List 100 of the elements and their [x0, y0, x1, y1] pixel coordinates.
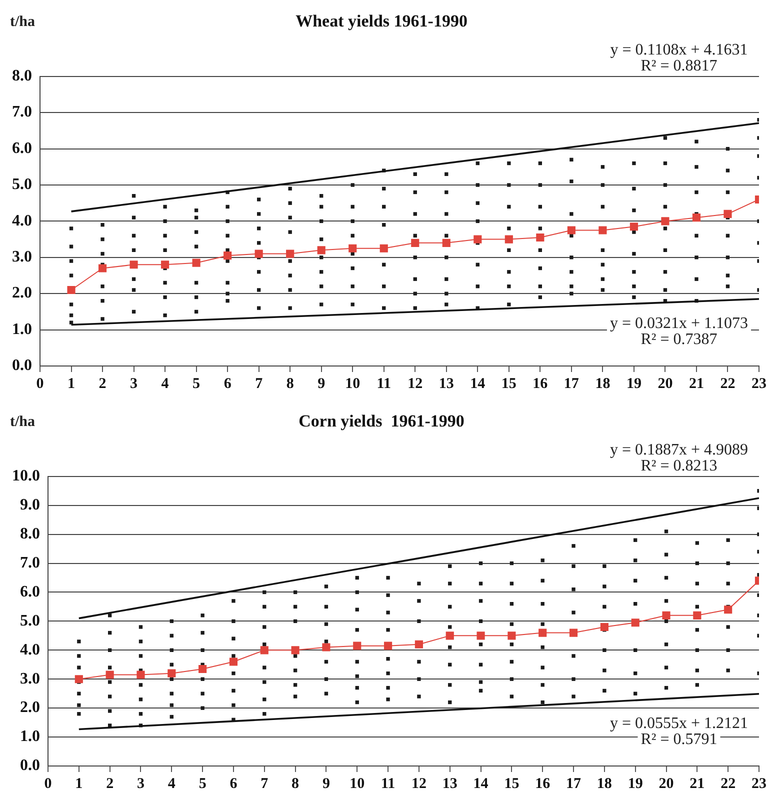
annotation: y = 0.0555x + 1.2121 [610, 715, 748, 732]
text: R² = 0.8213 [640, 458, 718, 475]
y-tick-label: 8.0 [20, 525, 40, 542]
x-tick-label: 3 [130, 376, 138, 392]
y-tick-label: 6.0 [20, 583, 40, 600]
x-tick-label: 18 [596, 776, 612, 792]
x-tick-label: 17 [566, 776, 582, 792]
point [504, 235, 513, 244]
x-tick-label: 0 [36, 376, 44, 392]
point [598, 226, 607, 234]
x-tick-label: 20 [658, 776, 674, 792]
point [569, 628, 578, 637]
y-tick-label: 6.0 [12, 140, 32, 157]
y-tick-label: 7.0 [20, 554, 40, 572]
x-tick-label: 22 [720, 776, 736, 792]
x-tick-label: 7 [260, 776, 269, 792]
chart-title: Wheat yields 1961-1990 [296, 12, 468, 31]
point [380, 244, 388, 252]
point [322, 643, 330, 652]
x-tick-label: 1 [75, 776, 83, 792]
x-tick-label: 12 [411, 776, 426, 792]
x-tick-label: 1 [68, 376, 76, 392]
point [198, 664, 207, 674]
y-tick-label: 3.0 [20, 670, 40, 688]
point [631, 618, 640, 627]
annotation: R² = 0.7387 [640, 331, 718, 348]
point [348, 244, 357, 252]
point [161, 260, 170, 269]
x-tick-label: 2 [106, 776, 114, 792]
point [317, 246, 326, 254]
x-tick-label: 13 [438, 376, 454, 392]
x-tick-label: 16 [532, 376, 548, 392]
point [286, 250, 294, 258]
y-tick-label: 1.0 [12, 320, 32, 338]
y-tick-label: 4.0 [20, 641, 40, 658]
x-tick-label: 21 [690, 776, 705, 792]
y-tick-label: 0.0 [12, 357, 32, 374]
point [476, 632, 485, 640]
y-tick-label: 8.0 [12, 68, 32, 85]
x-tick-label: 0 [44, 776, 52, 792]
point [254, 250, 263, 258]
x-tick-label: 16 [535, 776, 551, 792]
y-tick-label: 10.0 [12, 468, 40, 485]
point [384, 642, 392, 650]
point [474, 235, 482, 244]
point [662, 611, 670, 620]
x-tick-label: 4 [168, 776, 176, 792]
point [508, 632, 516, 640]
x-tick-label: 2 [98, 376, 106, 392]
x-tick-label: 11 [380, 776, 396, 792]
x-tick-label: 9 [322, 776, 330, 792]
x-tick-label: 8 [292, 776, 300, 792]
point [353, 642, 362, 650]
x-tick-label: 6 [224, 376, 232, 392]
x-tick-label: 7 [255, 376, 264, 392]
y-tick-label: 2.0 [12, 284, 32, 302]
point [74, 675, 83, 684]
x-tick-label: 8 [286, 376, 294, 392]
x-tick-label: 14 [473, 776, 489, 792]
x-tick-label: 12 [408, 376, 423, 392]
point [192, 258, 200, 267]
point [600, 622, 608, 632]
y-tick-label: 9.0 [20, 496, 40, 514]
x-tick-label: 23 [752, 776, 766, 792]
point [411, 238, 420, 247]
point [692, 214, 701, 222]
point [98, 264, 107, 272]
point [224, 252, 232, 260]
annotation: R² = 0.5791 [640, 731, 718, 748]
x-tick-label: 5 [192, 376, 200, 392]
point [630, 222, 638, 231]
x-tick-label: 20 [658, 376, 673, 392]
point [229, 658, 238, 666]
x-tick-label: 17 [564, 376, 580, 392]
y-tick-label: 7.0 [12, 104, 32, 121]
point [136, 670, 145, 679]
x-tick-label: 13 [442, 776, 458, 792]
y-tick-label: 5.0 [20, 612, 40, 630]
x-tick-label: 4 [161, 376, 170, 392]
y-tick-label: 4.0 [12, 212, 32, 230]
x-tick-label: 6 [230, 776, 238, 792]
x-tick-label: 19 [626, 376, 642, 392]
point [106, 670, 114, 679]
x-tick-label: 5 [198, 776, 206, 792]
y-tick-label: 0.0 [20, 757, 40, 774]
point [168, 669, 176, 678]
x-tick-label: 3 [136, 776, 144, 792]
x-tick-label: 19 [628, 776, 643, 792]
y-tick-label: 2.0 [20, 699, 40, 716]
x-tick-label: 15 [504, 776, 520, 792]
point [260, 646, 268, 654]
point [291, 646, 300, 654]
point [130, 260, 138, 269]
x-tick-label: 14 [470, 376, 486, 392]
y-tick-label: 1.0 [20, 728, 40, 746]
point [538, 628, 547, 637]
y-axis-title: t/ha [10, 414, 36, 430]
x-tick-label: 22 [720, 376, 736, 392]
x-tick-label: 21 [688, 376, 704, 392]
point [724, 606, 732, 614]
